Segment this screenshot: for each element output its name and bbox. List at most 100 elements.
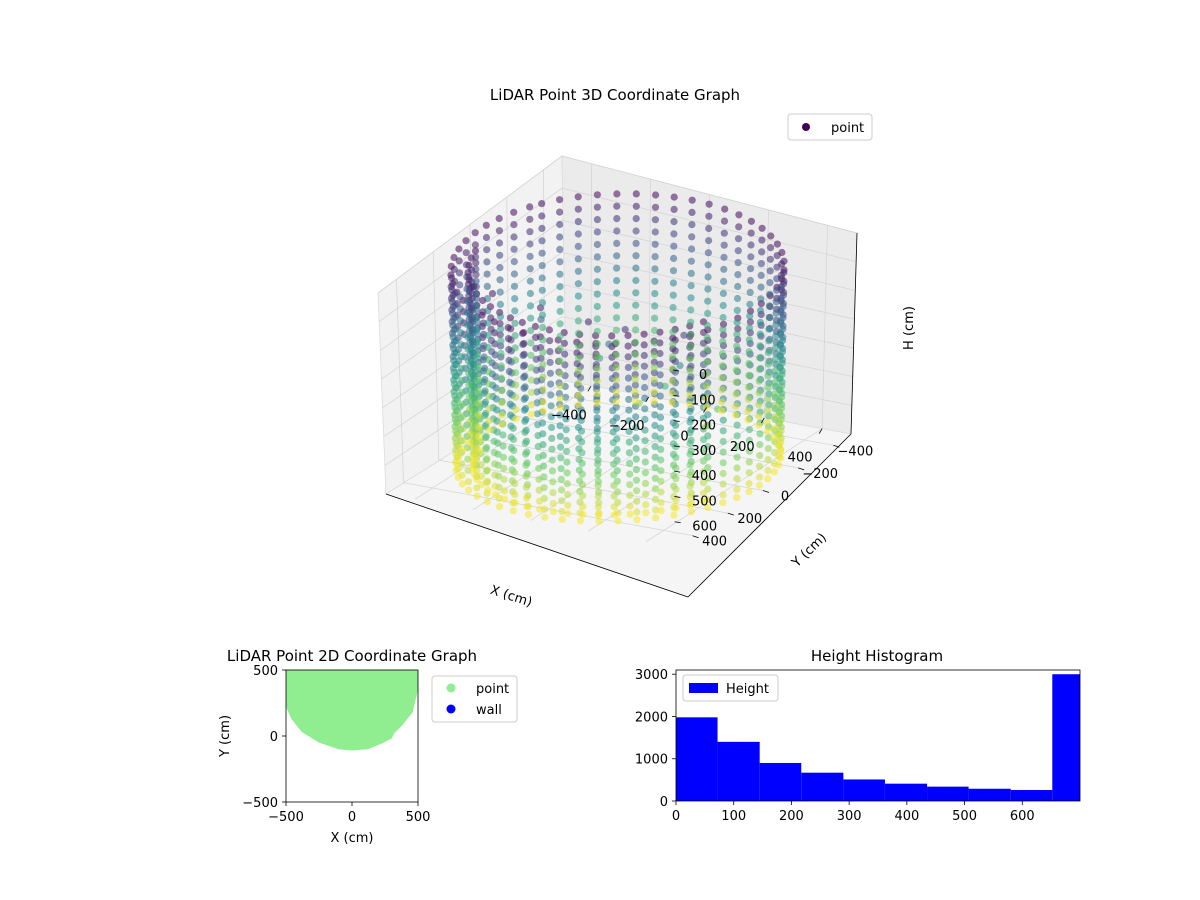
- point-marker: [458, 365, 466, 373]
- point-marker: [557, 475, 565, 483]
- point-marker: [496, 276, 504, 284]
- point-marker: [454, 473, 462, 481]
- point-marker: [594, 460, 602, 468]
- point-marker: [593, 290, 601, 298]
- point-marker: [473, 350, 481, 358]
- point-marker: [641, 426, 649, 434]
- point-marker: [593, 203, 602, 211]
- point-marker: [451, 277, 459, 285]
- point-marker: [464, 357, 473, 365]
- x-tick-label: −400: [551, 408, 587, 423]
- point-marker: [735, 223, 743, 231]
- point-marker: [702, 403, 710, 411]
- point-marker: [776, 340, 784, 348]
- point-marker: [532, 344, 540, 352]
- point-marker: [548, 467, 557, 475]
- point-marker: [719, 427, 727, 435]
- grid-line-h: [383, 316, 853, 437]
- point-marker: [687, 294, 695, 302]
- point-marker: [651, 265, 659, 273]
- point-marker: [548, 423, 556, 432]
- point-marker: [613, 277, 621, 285]
- point-marker: [778, 260, 786, 268]
- point-marker: [745, 426, 754, 434]
- point-marker: [676, 362, 684, 370]
- point-marker: [541, 513, 549, 521]
- point-marker: [539, 336, 547, 344]
- point-marker: [770, 413, 778, 421]
- point-marker: [686, 386, 694, 394]
- point-marker: [719, 499, 727, 507]
- point-marker: [491, 491, 500, 499]
- point-marker: [640, 330, 648, 338]
- point-marker: [755, 377, 763, 385]
- point-marker: [755, 473, 764, 481]
- point-marker: [744, 416, 752, 424]
- point-marker: [613, 289, 621, 297]
- point-marker: [538, 311, 547, 319]
- point-marker: [720, 229, 728, 237]
- point-marker: [466, 439, 474, 447]
- point-marker: [465, 381, 473, 389]
- point-marker: [672, 453, 680, 461]
- point-marker: [686, 461, 694, 469]
- point-marker: [745, 458, 753, 466]
- point-marker: [680, 331, 688, 339]
- point-marker: [523, 502, 531, 510]
- point-marker: [535, 497, 544, 505]
- point-marker: [466, 417, 474, 426]
- point-marker: [734, 235, 743, 243]
- legend-label-height: Height: [726, 682, 769, 697]
- point-marker: [613, 239, 621, 247]
- point-marker: [757, 260, 766, 268]
- point-marker: [765, 401, 773, 409]
- histogram-bar: [1052, 674, 1080, 801]
- x-tick-label: 400: [788, 451, 813, 466]
- point-marker: [452, 459, 460, 467]
- point-marker: [765, 302, 774, 310]
- point-marker: [656, 349, 664, 358]
- point-marker: [510, 468, 518, 477]
- point-marker: [594, 481, 602, 490]
- point-marker: [632, 190, 640, 198]
- point-marker: [547, 413, 555, 421]
- point-marker: [556, 295, 564, 303]
- point-marker: [641, 415, 649, 423]
- point-marker: [574, 267, 583, 275]
- point-marker: [556, 270, 564, 278]
- point-marker: [718, 362, 726, 370]
- point-marker: [610, 460, 618, 468]
- point-marker: [657, 499, 665, 507]
- point-marker: [651, 216, 660, 224]
- legend-swatch-height: [689, 683, 718, 693]
- point-marker: [758, 224, 766, 232]
- point-marker: [733, 306, 741, 314]
- point-marker: [473, 492, 481, 500]
- grid-line-x-wall: [763, 209, 769, 419]
- point-marker: [531, 322, 540, 331]
- point-marker: [476, 446, 484, 455]
- x-tick-label: 200: [779, 809, 804, 824]
- point-marker: [574, 280, 583, 288]
- point-marker: [526, 228, 534, 236]
- point-marker: [574, 205, 582, 213]
- point-marker: [465, 405, 474, 413]
- point-marker: [609, 428, 617, 436]
- point-marker: [672, 475, 680, 483]
- point-marker: [593, 439, 602, 447]
- point-marker: [652, 506, 660, 514]
- point-marker: [548, 445, 556, 453]
- point-marker: [507, 325, 515, 333]
- point-marker: [704, 453, 712, 461]
- point-marker: [496, 320, 504, 328]
- point-marker: [718, 374, 726, 382]
- point-marker: [595, 517, 603, 525]
- point-marker: [491, 460, 499, 468]
- point-marker: [651, 421, 659, 430]
- point-marker: [497, 362, 505, 370]
- point-marker: [733, 318, 741, 326]
- point-marker: [484, 331, 492, 339]
- point-marker: [661, 382, 669, 390]
- point-marker: [756, 441, 764, 449]
- point-marker: [526, 277, 534, 285]
